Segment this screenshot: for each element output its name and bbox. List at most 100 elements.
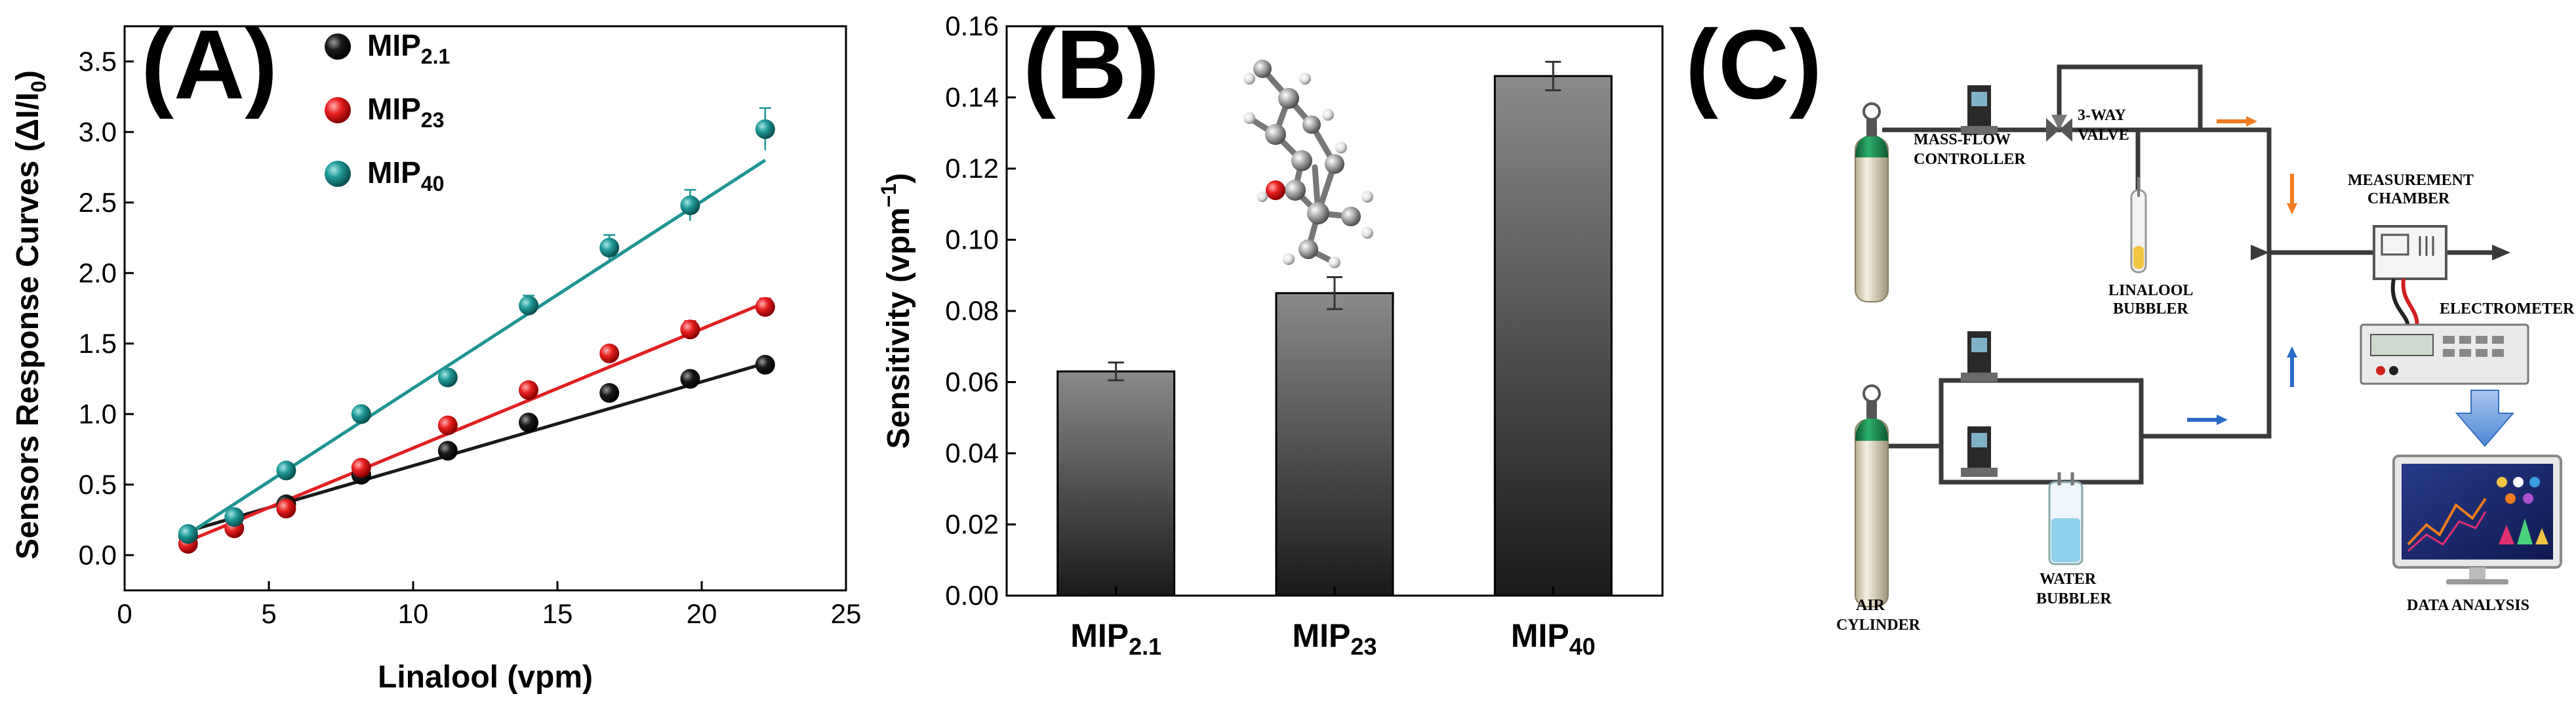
x-tick-label: 5: [261, 598, 276, 629]
panel-b-label: (B): [1023, 9, 1159, 119]
label-chamber: CHAMBER: [2367, 190, 2450, 207]
panel-a-points: [178, 119, 775, 554]
category-label-40: MIP40: [1511, 617, 1596, 660]
data-point-2.1: [599, 383, 620, 403]
label-data-analysis: DATA ANALYSIS: [2407, 597, 2529, 614]
panel-b-bar-chart: (B) 0.00 0.02 0.04 0.06 0.08 0.10 0.12 0.14 0.16…: [877, 9, 1664, 660]
flow-direction-arrows: [2187, 116, 2297, 425]
legend-label-40-sub: 40: [421, 172, 445, 195]
panel-b-y-title-main: Sensitivity (vpm: [881, 207, 916, 449]
water-bubbler-icon: [2048, 472, 2083, 565]
data-point-2.1: [519, 413, 538, 433]
bar-23: [1275, 292, 1394, 597]
label-air: AIR: [1856, 597, 1885, 614]
y-tick-label: 2.5: [79, 187, 117, 218]
y-tick-label: 0.04: [945, 438, 999, 468]
bar-2.1: [1057, 370, 1176, 597]
y-tick-label: 3.5: [79, 46, 117, 77]
y-tick-label: 0.00: [945, 580, 999, 611]
category-label-2.1-main: MIP: [1070, 617, 1129, 654]
panel-a-y-title-main: Sensors Response Curves (ΔI/I: [10, 92, 45, 560]
mass-flow-controller-bottom: [1961, 426, 1998, 477]
three-way-valve-icon: [2046, 115, 2072, 142]
data-point-2.1: [437, 441, 458, 461]
y-tick-label: 1.0: [79, 398, 117, 429]
x-tick-label: 0: [117, 598, 132, 629]
data-point-40: [224, 507, 245, 527]
y-tick-label: 0.02: [945, 509, 999, 540]
y-tick-label: 3.0: [79, 116, 117, 147]
category-label-23-sub: 23: [1350, 633, 1377, 660]
data-point-23: [599, 343, 620, 363]
label-linalool: LINALOOL: [2108, 282, 2193, 299]
label-measurement: MEASUREMENT: [2348, 172, 2474, 189]
panel-a-scatter-chart: (A) 0 5 10 15 20 25 0.0 0.5 1.0 1.5 2.0 2.5 3.0 3.5 L…: [10, 9, 861, 695]
category-label-40-sub: 40: [1569, 633, 1596, 660]
y-tick-label: 0.0: [79, 539, 117, 570]
legend-label-40-main: MIP: [367, 155, 421, 190]
linalool-molecule-atoms: [1243, 60, 1373, 268]
category-label-40-main: MIP: [1511, 617, 1569, 654]
fit-line-40: [187, 159, 767, 536]
data-point-40: [680, 195, 700, 216]
data-point-40: [351, 404, 371, 424]
gas-cylinder-top: [1855, 102, 1889, 302]
data-point-40: [519, 295, 538, 316]
label-mass-flow: MASS-FLOW: [1914, 131, 2011, 148]
label-3-way: 3-WAY: [2078, 107, 2126, 124]
panel-b-y-axis-title: Sensitivity (vpm−1): [877, 173, 916, 449]
legend-marker-40: [325, 161, 351, 187]
panel-c-label: (C): [1685, 9, 1822, 119]
data-point-40: [178, 524, 198, 544]
data-point-23: [519, 380, 538, 400]
category-label-23-main: MIP: [1293, 617, 1351, 654]
data-point-40: [276, 460, 296, 481]
panel-c-setup-diagram: (C): [1685, 9, 2575, 634]
x-tick-label: 10: [398, 598, 429, 629]
legend-label-23: MIP23: [367, 92, 444, 132]
legend-marker-23: [325, 97, 351, 123]
air-cylinder-image: [1855, 384, 1889, 607]
legend-marker-2.1: [325, 33, 351, 60]
bar-40: [1493, 75, 1613, 597]
data-point-23: [680, 319, 700, 340]
y-tick-label: 0.08: [945, 295, 999, 326]
gas-pipes: [1882, 64, 2492, 485]
data-point-23: [351, 457, 371, 478]
panel-b-y-title-end: ): [881, 173, 916, 184]
label-electrometer: ELECTROMETER: [2440, 300, 2575, 317]
label-controller: CONTROLLER: [1914, 151, 2026, 168]
panel-b-ticks: 0.00 0.02 0.04 0.06 0.08 0.10 0.12 0.14 0.16: [945, 10, 1016, 611]
label-water: WATER: [2040, 571, 2097, 588]
panel-a-y-title-sub: 0: [27, 81, 50, 92]
x-tick-label: 25: [831, 598, 862, 629]
y-tick-label: 0.14: [945, 82, 999, 113]
panel-b-y-title-sup: −1: [877, 184, 900, 207]
data-point-23: [755, 296, 775, 317]
legend-label-2.1-main: MIP: [367, 28, 421, 62]
chamber-inlet-arrowhead: [2251, 245, 2269, 260]
legend-label-23-main: MIP: [367, 92, 421, 126]
data-point-40: [437, 367, 458, 388]
y-tick-label: 0.06: [945, 367, 999, 398]
category-label-2.1-sub: 2.1: [1129, 633, 1161, 660]
data-point-23: [437, 415, 458, 436]
panel-a-ticks: 0 5 10 15 20 25 0.0 0.5 1.0 1.5 2.0 2.5 3.0 3.5: [79, 46, 862, 629]
y-tick-label: 0.5: [79, 469, 117, 500]
outlet-arrowhead: [2492, 245, 2510, 260]
panel-b-category-labels: MIP2.1 MIP23 MIP40: [1070, 617, 1596, 660]
label-linalool-bubbler: BUBBLER: [2113, 300, 2188, 317]
measurement-chamber-icon: [2373, 225, 2447, 280]
data-transfer-arrow-icon: [2455, 390, 2515, 447]
panel-a-y-axis-title: Sensors Response Curves (ΔI/I0): [10, 70, 50, 560]
legend-label-23-sub: 23: [421, 108, 445, 132]
data-point-23: [276, 499, 296, 519]
y-tick-label: 2.0: [79, 257, 117, 288]
panel-a-x-axis-title: Linalool (vpm): [378, 660, 593, 695]
legend-label-2.1: MIP2.1: [367, 28, 450, 68]
y-tick-label: 0.10: [945, 224, 999, 255]
data-point-2.1: [755, 355, 775, 375]
category-label-23: MIP23: [1293, 617, 1377, 660]
label-valve: VALVE: [2078, 127, 2129, 144]
